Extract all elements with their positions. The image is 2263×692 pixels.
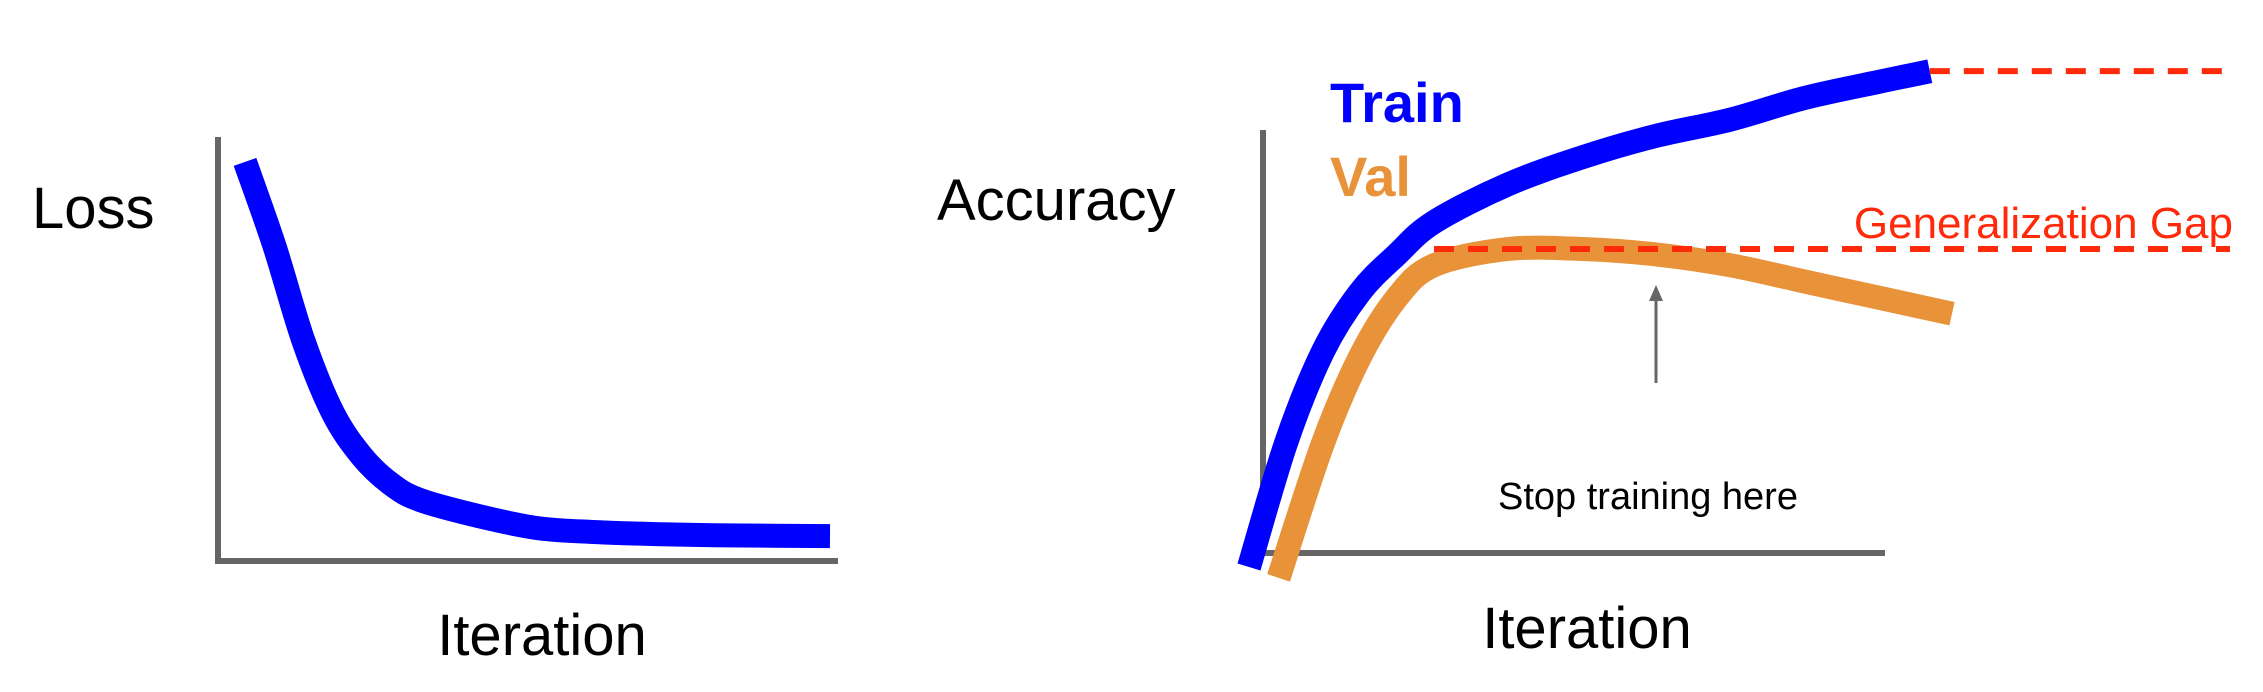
stop-training-arrow-head [1649, 285, 1663, 302]
accuracy-series-group [1237, 59, 1955, 582]
train-series-line [1237, 59, 1933, 571]
accuracy-ylabel: Accuracy [937, 168, 1176, 233]
accuracy-chart: Accuracy Iteration Train Val Generalizat… [937, 59, 2233, 661]
loss-ylabel: Loss [32, 176, 155, 241]
legend-val-label: Val [1330, 145, 1411, 208]
accuracy-xlabel: Iteration [1482, 596, 1692, 661]
stop-training-label: Stop training here [1498, 476, 1798, 518]
loss-series-group [233, 157, 831, 549]
loss-xlabel: Iteration [437, 603, 647, 668]
loss-chart: Loss Iteration [32, 137, 838, 668]
legend-train-label: Train [1330, 71, 1464, 134]
val-series-line [1267, 235, 1955, 582]
generalization-gap-label: Generalization Gap [1854, 199, 2233, 248]
loss-series-line [233, 157, 831, 549]
